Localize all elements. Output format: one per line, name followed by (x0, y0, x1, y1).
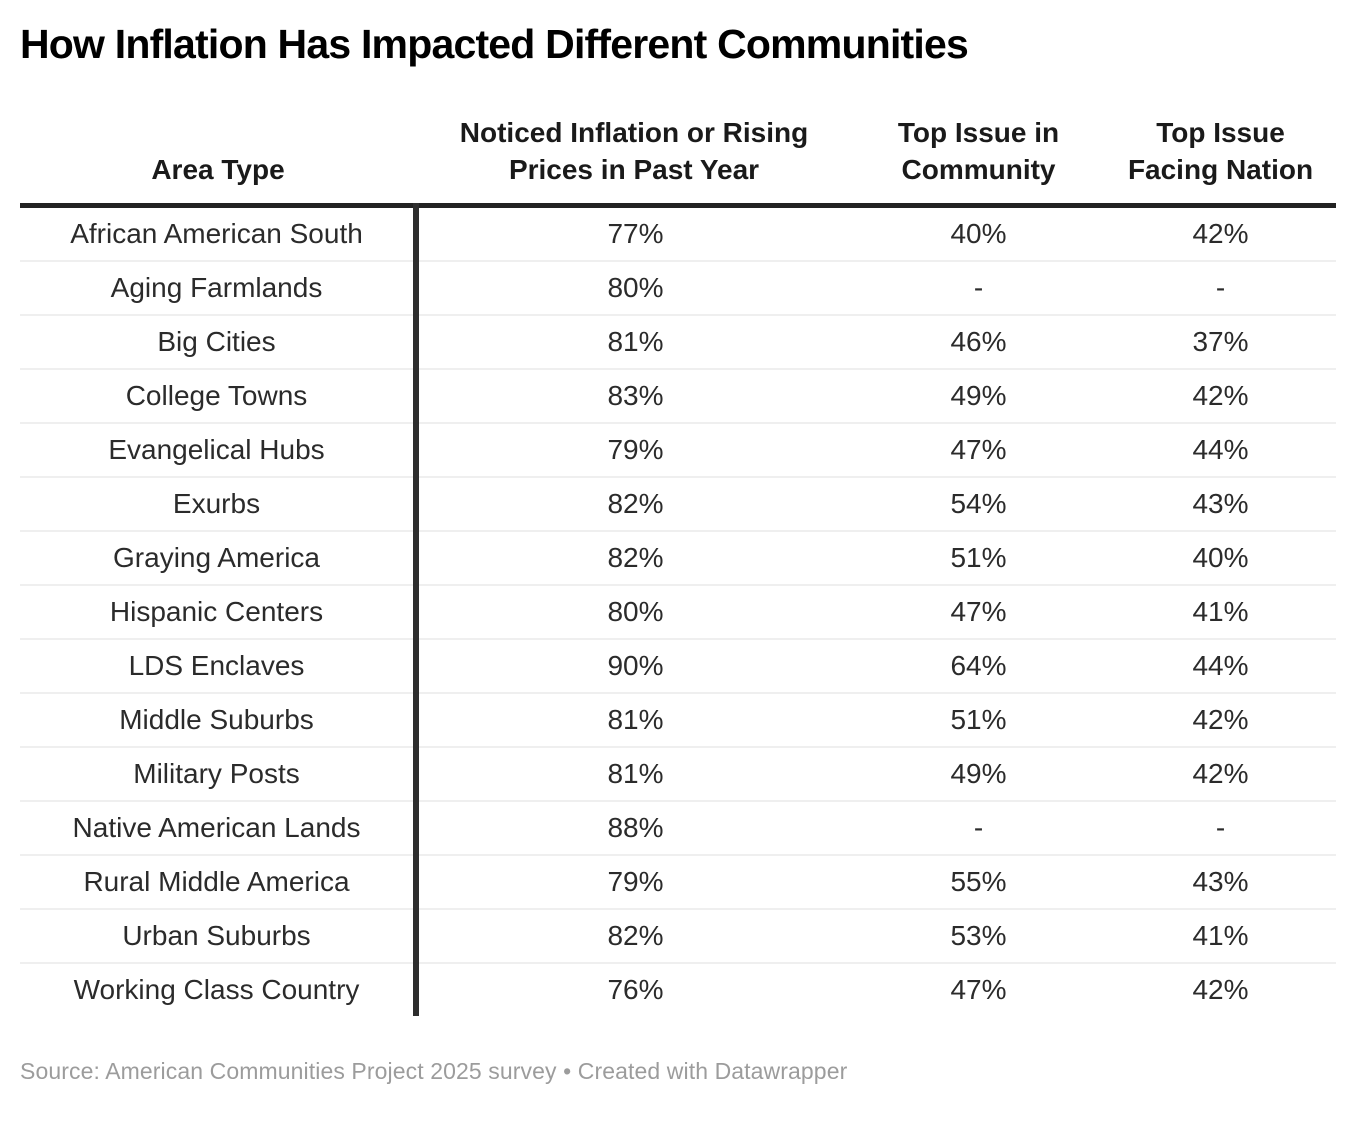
value-cell: - (1105, 800, 1336, 856)
column-header-area-type: Area Type (20, 113, 416, 209)
value-cell: 81% (416, 692, 852, 748)
table-row: Native American Lands 88% - - (20, 800, 1336, 856)
area-type-cell: Military Posts (20, 746, 419, 802)
value-cell: 79% (416, 854, 852, 910)
value-cell: - (1105, 260, 1336, 316)
value-cell: 37% (1105, 314, 1336, 370)
area-type-cell: Urban Suburbs (20, 908, 419, 964)
footer: Source: American Communities Project 202… (20, 1058, 1336, 1085)
value-cell: 81% (416, 314, 852, 370)
area-type-cell: Exurbs (20, 476, 419, 532)
value-cell: 49% (852, 368, 1105, 424)
table-row: Evangelical Hubs 79% 47% 44% (20, 422, 1336, 478)
table-row: African American South 77% 40% 42% (20, 205, 1336, 262)
attribution-text: Created with Datawrapper (577, 1058, 848, 1085)
value-cell: 51% (852, 530, 1105, 586)
chart-title: How Inflation Has Impacted Different Com… (20, 21, 969, 67)
value-cell: 51% (852, 692, 1105, 748)
value-cell: 79% (416, 422, 852, 478)
table-row: Exurbs 82% 54% 43% (20, 476, 1336, 532)
table-row: Military Posts 81% 49% 42% (20, 746, 1336, 802)
area-type-cell: College Towns (20, 368, 419, 424)
column-header-top-issue-nation: Top Issue Facing Nation (1105, 113, 1336, 209)
value-cell: 54% (852, 476, 1105, 532)
area-type-cell: Graying America (20, 530, 419, 586)
area-type-cell: LDS Enclaves (20, 638, 419, 694)
table-row: Working Class Country 76% 47% 42% (20, 962, 1336, 1017)
area-type-cell: Evangelical Hubs (20, 422, 419, 478)
footer-separator: • (563, 1058, 572, 1085)
value-cell: 81% (416, 746, 852, 802)
value-cell: 82% (416, 530, 852, 586)
area-type-cell: Native American Lands (20, 800, 419, 856)
area-type-cell: Hispanic Centers (20, 584, 419, 640)
value-cell: - (852, 260, 1105, 316)
value-cell: 64% (852, 638, 1105, 694)
value-cell: 42% (1105, 962, 1336, 1017)
area-type-cell: Middle Suburbs (20, 692, 419, 748)
table-row: Middle Suburbs 81% 51% 42% (20, 692, 1336, 748)
table-row: Rural Middle America 79% 55% 43% (20, 854, 1336, 910)
value-cell: 40% (1105, 530, 1336, 586)
value-cell: 41% (1105, 584, 1336, 640)
area-type-cell: African American South (20, 205, 419, 262)
table-row: Big Cities 81% 46% 37% (20, 314, 1336, 370)
table-row: Graying America 82% 51% 40% (20, 530, 1336, 586)
value-cell: 42% (1105, 205, 1336, 262)
value-cell: 83% (416, 368, 852, 424)
area-type-cell: Working Class Country (20, 962, 419, 1017)
table-row: Aging Farmlands 80% - - (20, 260, 1336, 316)
table-row: LDS Enclaves 90% 64% 44% (20, 638, 1336, 694)
value-cell: 42% (1105, 746, 1336, 802)
value-cell: 42% (1105, 692, 1336, 748)
value-cell: 90% (416, 638, 852, 694)
value-cell: 44% (1105, 638, 1336, 694)
value-cell: 80% (416, 260, 852, 316)
value-cell: - (852, 800, 1105, 856)
table-row: Urban Suburbs 82% 53% 41% (20, 908, 1336, 964)
value-cell: 44% (1105, 422, 1336, 478)
column-header-noticed-inflation: Noticed Inflation or Rising Prices in Pa… (416, 113, 852, 209)
value-cell: 77% (416, 205, 852, 262)
value-cell: 53% (852, 908, 1105, 964)
value-cell: 76% (416, 962, 852, 1017)
value-cell: 46% (852, 314, 1105, 370)
value-cell: 82% (416, 476, 852, 532)
value-cell: 41% (1105, 908, 1336, 964)
data-table: Area Type Noticed Inflation or Rising Pr… (20, 113, 1336, 1017)
column-header-top-issue-community: Top Issue in Community (852, 113, 1105, 209)
value-cell: 82% (416, 908, 852, 964)
value-cell: 40% (852, 205, 1105, 262)
value-cell: 49% (852, 746, 1105, 802)
value-cell: 42% (1105, 368, 1336, 424)
value-cell: 80% (416, 584, 852, 640)
area-type-cell: Rural Middle America (20, 854, 419, 910)
value-cell: 55% (852, 854, 1105, 910)
table-row: College Towns 83% 49% 42% (20, 368, 1336, 424)
area-type-cell: Big Cities (20, 314, 419, 370)
value-cell: 47% (852, 584, 1105, 640)
value-cell: 88% (416, 800, 852, 856)
value-cell: 43% (1105, 854, 1336, 910)
header-row: Area Type Noticed Inflation or Rising Pr… (20, 113, 1336, 209)
value-cell: 47% (852, 422, 1105, 478)
source-label: Source: (20, 1058, 100, 1085)
table-body: African American South 77% 40% 42% Aging… (20, 205, 1336, 1017)
table-header: Area Type Noticed Inflation or Rising Pr… (20, 113, 1336, 209)
table-row: Hispanic Centers 80% 47% 41% (20, 584, 1336, 640)
value-cell: 47% (852, 962, 1105, 1017)
area-type-cell: Aging Farmlands (20, 260, 419, 316)
value-cell: 43% (1105, 476, 1336, 532)
source-text: American Communities Project 2025 survey (105, 1058, 557, 1085)
chart-container: How Inflation Has Impacted Different Com… (0, 21, 1356, 1085)
